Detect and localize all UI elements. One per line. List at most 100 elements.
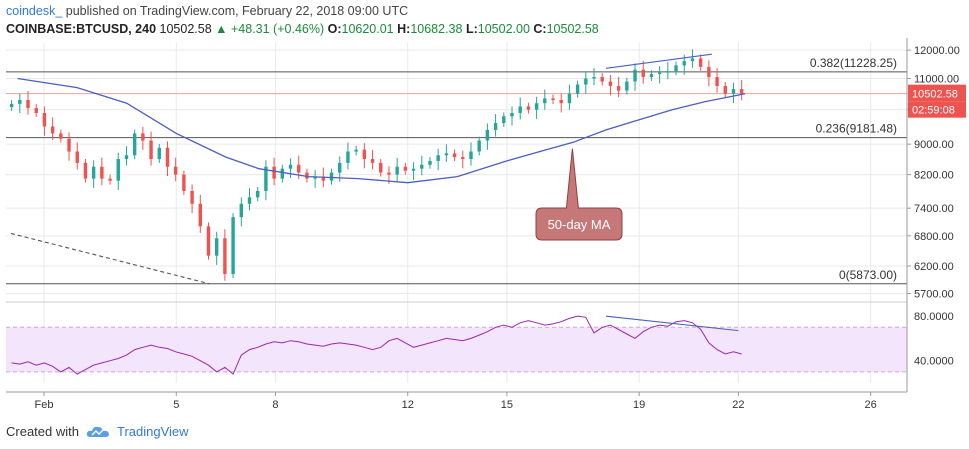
footer: Created with TradingView xyxy=(6,423,189,441)
candle-body xyxy=(420,164,424,169)
tradingview-link[interactable]: TradingView xyxy=(116,424,189,439)
x-tick-label: 12 xyxy=(402,399,414,411)
rsi-panel xyxy=(6,315,907,375)
candle-body xyxy=(255,190,260,198)
candle-body xyxy=(157,147,161,160)
candle-body xyxy=(91,166,96,179)
candle-body xyxy=(633,69,637,82)
candle-body xyxy=(198,203,202,227)
grid-lines xyxy=(6,42,907,383)
x-tick-label: 19 xyxy=(633,399,645,411)
rsi-line xyxy=(11,315,742,375)
candle-body xyxy=(510,112,514,117)
candle-body xyxy=(493,123,498,130)
y-tick-label: 11000.00 xyxy=(914,74,959,86)
ma-callout-text: 50-day MA xyxy=(548,217,611,232)
candle-body xyxy=(173,166,178,175)
candle-body xyxy=(690,58,695,62)
y-tick-label: 7400.00 xyxy=(914,203,954,215)
low-label: L: xyxy=(465,22,478,36)
fibonacci-levels: 0.382(11228.25) 0.236(9181.48) 0(5873.00) xyxy=(6,56,907,285)
candle-body xyxy=(313,176,317,179)
y-tick-label: 12000.00 xyxy=(914,45,960,57)
candle-body xyxy=(469,151,473,160)
candle-body xyxy=(395,166,399,175)
candle-body xyxy=(485,129,490,141)
candle-body xyxy=(132,133,137,156)
x-tick-label: 5 xyxy=(173,399,179,411)
candle-body xyxy=(461,157,465,160)
candle-body xyxy=(329,172,334,181)
candle-body xyxy=(682,61,686,66)
candle-body xyxy=(625,81,629,91)
ma-line-layer xyxy=(17,77,746,184)
x-tick-label: 15 xyxy=(501,399,513,411)
candle-body xyxy=(231,217,235,275)
axes: 12000.0011000.0010000.009000.008200.0074… xyxy=(6,38,966,411)
candle-body xyxy=(723,86,727,94)
open-label: O: xyxy=(327,22,342,36)
candle-body xyxy=(264,166,268,191)
candle-body xyxy=(452,153,457,158)
candle-body xyxy=(165,147,170,167)
candlesticks xyxy=(9,49,744,281)
candle-body xyxy=(403,166,408,171)
candle-body xyxy=(534,103,539,110)
trendlines xyxy=(10,53,712,285)
candle-body xyxy=(362,149,367,160)
countdown-badge xyxy=(908,101,966,118)
candle-body xyxy=(370,159,375,163)
candle-body xyxy=(411,168,416,171)
publish-header: coindesk_ published on TradingView.com, … xyxy=(6,3,408,19)
candle-body xyxy=(124,155,129,160)
candle-body xyxy=(214,238,219,256)
candle-body xyxy=(321,176,326,181)
last-price: 10502.58 xyxy=(159,22,212,36)
candle-body xyxy=(108,178,112,181)
candle-body xyxy=(288,164,293,169)
candle-body xyxy=(428,160,432,165)
candle-body xyxy=(59,133,63,139)
publish-info: published on TradingView.com, February 2… xyxy=(65,4,409,18)
candle-body xyxy=(18,100,22,104)
candle-body xyxy=(354,149,358,152)
x-tick-label: 22 xyxy=(732,399,744,411)
candle-body xyxy=(575,84,580,94)
fib-label: 0(5873.00) xyxy=(839,268,897,282)
created-with-text: Created with xyxy=(6,424,79,439)
candle-body xyxy=(551,98,555,101)
candle-body xyxy=(182,174,186,191)
rsi-tick-label: 80.0000 xyxy=(914,311,954,323)
candle-body xyxy=(657,72,662,75)
candle-body xyxy=(600,77,604,82)
candle-body xyxy=(206,226,211,256)
y-tick-label: 5700.00 xyxy=(914,289,954,301)
candle-body xyxy=(543,98,547,104)
candle-body xyxy=(436,155,440,161)
candle-body xyxy=(739,89,744,94)
candle-body xyxy=(592,77,596,79)
y-tick-label: 9000.00 xyxy=(914,139,954,151)
candle-body xyxy=(247,197,252,204)
candle-body xyxy=(698,58,703,67)
high-value: 10682.38 xyxy=(410,22,463,36)
candle-body xyxy=(444,153,449,156)
rsi-divergence-line xyxy=(606,315,739,332)
candle-body xyxy=(297,164,301,173)
high-label: H: xyxy=(397,22,411,36)
candle-body xyxy=(477,140,481,152)
candle-body xyxy=(346,151,350,163)
candle-body xyxy=(338,162,342,173)
x-tick-label: 26 xyxy=(865,399,877,411)
candle-body xyxy=(239,203,244,218)
author-link[interactable]: coindesk_ xyxy=(6,4,63,18)
candle-body xyxy=(502,116,506,124)
candle-body xyxy=(272,166,276,179)
candle-body xyxy=(83,162,88,179)
candle-body xyxy=(641,69,645,78)
tradingview-cloud-icon xyxy=(86,426,109,437)
candle-body xyxy=(387,172,391,175)
rsi-band xyxy=(6,327,907,372)
fib-label: 0.382(11228.25) xyxy=(810,56,897,70)
